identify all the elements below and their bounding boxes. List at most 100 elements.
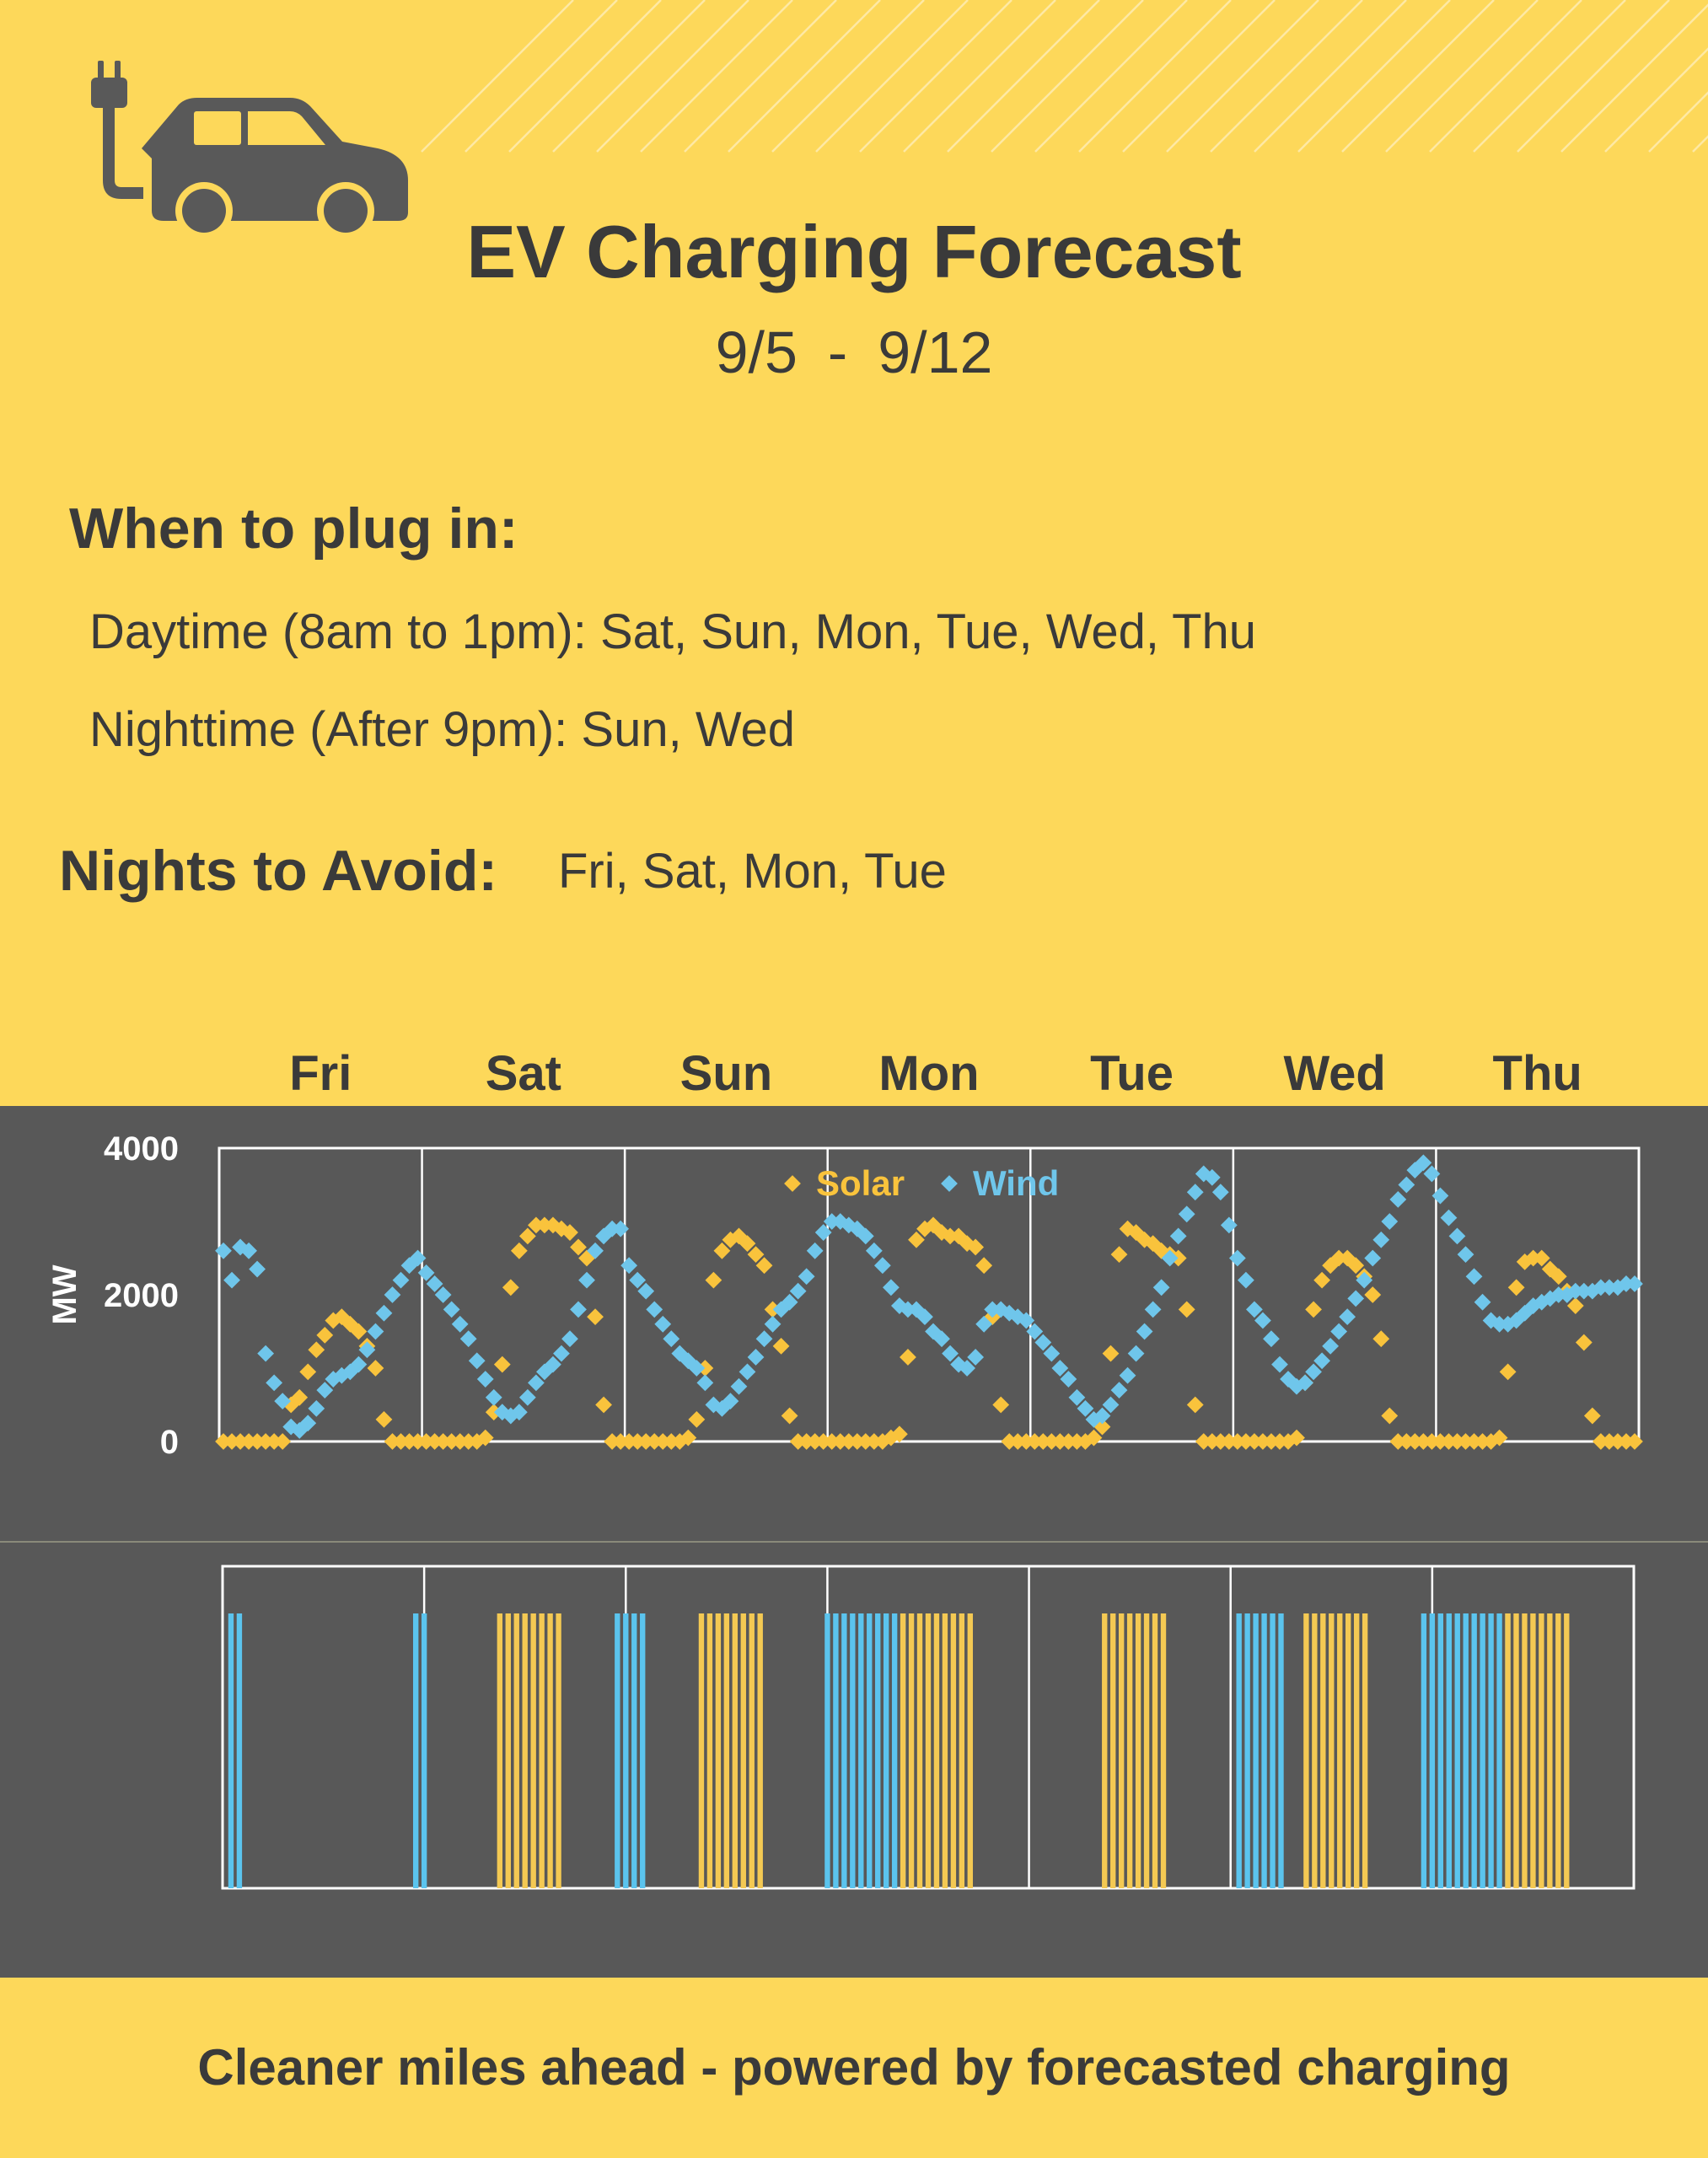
wind-point <box>975 1315 993 1333</box>
avoid-heading: Nights to Avoid: <box>59 839 497 903</box>
solar-charging-bar <box>757 1613 763 1888</box>
solar-point <box>1533 1249 1550 1267</box>
solar-point <box>1246 1433 1263 1450</box>
solar-charging-bar <box>723 1613 730 1888</box>
wind-point <box>1389 1191 1407 1208</box>
solar-point <box>646 1433 663 1450</box>
wind-point <box>620 1257 638 1275</box>
day-label-sat: Sat <box>485 1046 561 1101</box>
day-label-thu: Thu <box>1492 1046 1582 1101</box>
wind-point <box>1297 1374 1313 1392</box>
solar-point <box>308 1341 325 1359</box>
solar-charging-bar <box>950 1613 957 1888</box>
solar-point <box>510 1242 528 1259</box>
solar-charging-bar <box>505 1613 511 1888</box>
solar-charging-bar <box>556 1613 561 1888</box>
wind-point <box>1051 1360 1069 1377</box>
legend-marker-solar <box>784 1175 801 1192</box>
solar-charging-bar <box>1337 1613 1343 1888</box>
wind-charging-bar <box>623 1613 629 1888</box>
solar-point <box>1305 1301 1322 1318</box>
wind-charging-bar <box>841 1613 847 1888</box>
wind-point <box>1364 1249 1382 1267</box>
car-icon <box>142 98 408 239</box>
wind-point <box>865 1242 883 1259</box>
wind-point <box>1339 1308 1356 1325</box>
legend-marker-wind <box>941 1175 958 1192</box>
solar-point <box>1490 1429 1508 1447</box>
y-tick-label: 2000 <box>104 1277 179 1314</box>
solar-point <box>1524 1249 1542 1267</box>
solar-point <box>1237 1433 1254 1450</box>
solar-point <box>1364 1286 1382 1303</box>
wind-point <box>1186 1184 1204 1201</box>
wind-charging-bar <box>421 1613 427 1888</box>
solar-charging-bar <box>1539 1613 1544 1888</box>
wind-point <box>933 1330 950 1348</box>
wind-point <box>900 1301 916 1318</box>
wind-point <box>1330 1323 1348 1340</box>
series-wind <box>215 1154 1643 1439</box>
wind-point <box>266 1374 283 1392</box>
wind-charging-bar <box>1236 1613 1242 1888</box>
wind-point <box>882 1279 900 1296</box>
wind-point <box>485 1388 502 1406</box>
solar-point <box>1415 1433 1432 1450</box>
wind-point <box>392 1271 410 1289</box>
solar-charging-bar <box>1126 1613 1133 1888</box>
solar-point <box>1499 1363 1517 1381</box>
solar-charging-bar <box>916 1613 923 1888</box>
wind-point <box>1110 1382 1128 1398</box>
wind-charging-bar <box>412 1613 419 1888</box>
wind-point <box>1305 1363 1322 1381</box>
wind-point <box>561 1330 578 1348</box>
wind-charging-bar <box>891 1613 898 1888</box>
wind-point <box>663 1330 680 1348</box>
solar-point <box>459 1433 477 1450</box>
wind-charging-bar <box>875 1613 881 1888</box>
solar-point <box>1448 1433 1466 1450</box>
wind-point <box>1465 1268 1483 1286</box>
solar-point <box>1609 1433 1626 1450</box>
solar-point <box>992 1396 1010 1414</box>
solar-point <box>696 1360 714 1377</box>
y-tick-label: 4000 <box>104 1130 179 1168</box>
wind-point <box>375 1304 393 1322</box>
scatter-plot-frame <box>218 1146 1641 1443</box>
wind-point <box>764 1315 781 1333</box>
solar-point <box>1203 1433 1221 1450</box>
daytime-days: Sat, Sun, Mon, Tue, Wed, Thu <box>599 604 1257 659</box>
wind-point <box>984 1301 1002 1318</box>
solar-point <box>908 1231 925 1248</box>
solar-point <box>942 1227 959 1245</box>
wind-point <box>806 1242 824 1259</box>
wind-point <box>1237 1271 1254 1289</box>
wind-point <box>959 1360 976 1377</box>
wind-charging-bar <box>858 1613 864 1888</box>
solar-point <box>1068 1433 1086 1450</box>
wind-point <box>747 1349 765 1366</box>
daytime-line: Daytime (8am to 1pm): Sat, Sun, Mon, Tue… <box>89 604 1256 660</box>
generation-scatter-chart: 0 2000 4000 MW Solar Wind <box>46 1130 1643 1461</box>
bars-solar <box>497 1613 1570 1888</box>
wind-point <box>688 1360 706 1377</box>
solar-point <box>291 1388 309 1406</box>
solar-point <box>1583 1407 1601 1425</box>
wind-point <box>299 1415 317 1432</box>
solar-charging-bar <box>1143 1613 1150 1888</box>
charging-window-bar-chart <box>221 1565 1635 1890</box>
wind-point <box>1246 1301 1263 1318</box>
solar-charging-bar <box>1110 1613 1116 1888</box>
wind-point <box>1372 1231 1390 1248</box>
date-end: 9/12 <box>878 319 993 385</box>
wind-charging-bar <box>850 1613 856 1888</box>
wind-point <box>358 1341 376 1359</box>
solar-point <box>1465 1433 1483 1450</box>
wind-point <box>578 1271 595 1289</box>
solar-charging-bar <box>1564 1613 1570 1888</box>
wind-charging-bar <box>1496 1613 1502 1888</box>
wind-charging-bar <box>228 1613 234 1888</box>
date-range: 9/5-9/12 <box>0 319 1708 386</box>
solar-point <box>1474 1433 1491 1450</box>
solar-point <box>1507 1279 1525 1296</box>
